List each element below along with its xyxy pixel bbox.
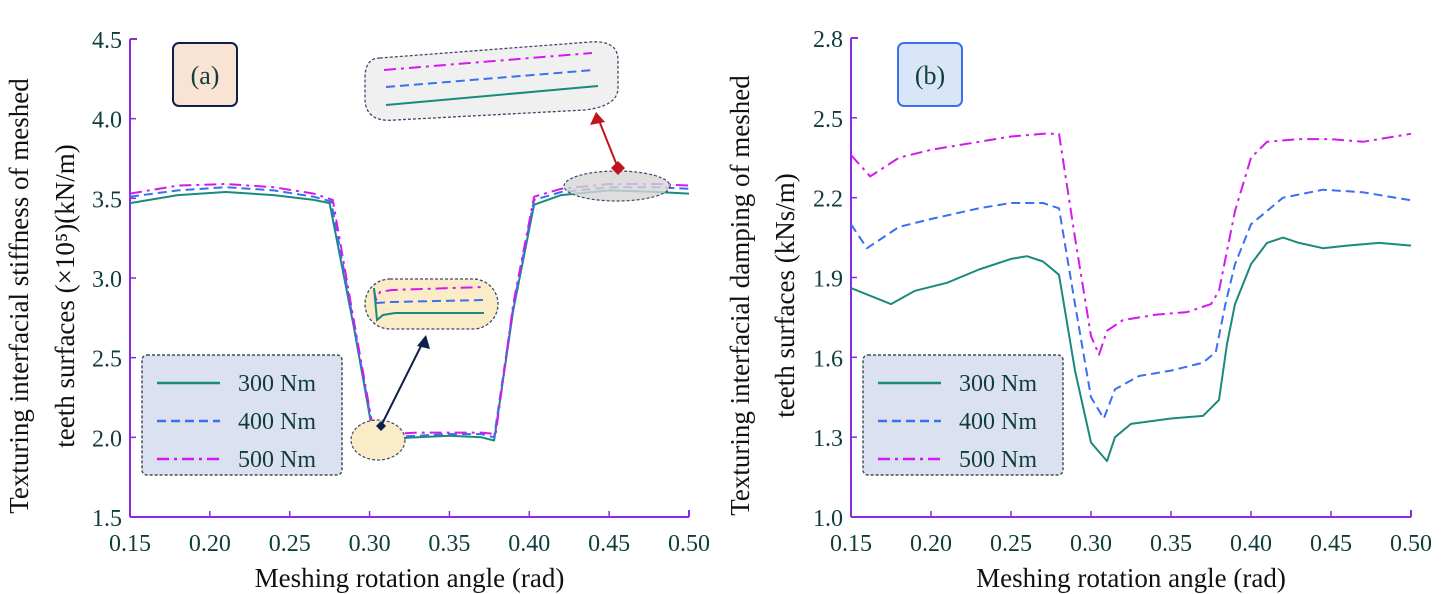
y-tick-label: 3.0 [92,267,122,293]
panel-a: 0.15 0.20 0.25 0.30 0.35 0.40 0.45 0.50 1.5 2.0 2.… [4,28,710,593]
inset-line-400 [385,69,595,88]
x-tick-label: 0.45 [588,531,630,557]
legend-label: 500 Nm [238,447,316,473]
legend-label: 400 Nm [238,409,316,435]
y-axis-title-line2: teeth surfaces (kNs/m) [770,173,800,417]
x-tick-label: 0.20 [189,531,231,557]
series-line-300-nm [850,236,1412,463]
inset-box-gray [364,41,619,121]
x-tick-label: 0.20 [910,531,952,557]
arrow-head-navy-icon [417,335,430,349]
y-axis-title-line1: Texturing interfacial damping of meshed [725,75,755,516]
inset-line-400 [375,299,485,304]
series-line-400-nm [850,188,1412,420]
legend: 300 Nm 400 Nm 500 Nm [141,354,343,476]
x-tick-label: 0.35 [428,531,470,557]
y-tick-label: 1.3 [813,426,843,452]
legend: 300 Nm 400 Nm 500 Nm [862,354,1064,476]
x-tick-label: 0.35 [1150,531,1192,557]
y-tick-label: 2.8 [813,27,843,53]
y-tick-label: 2.5 [813,107,843,133]
x-axis-title: Meshing rotation angle (rad) [976,563,1286,593]
x-tick-label: 0.15 [109,531,151,557]
inset-arrow-red [597,117,619,169]
series-line-500-nm [129,183,690,437]
inset-line-500 [383,52,593,71]
x-axis-title: Meshing rotation angle (rad) [255,563,565,593]
y-tick-label: 1.6 [813,346,843,372]
x-tick-label: 0.15 [830,531,872,557]
y-tick-label: 2.5 [92,347,122,373]
series-line-400-nm [129,186,690,440]
x-tick-label: 0.45 [1310,531,1352,557]
x-tick-label: 0.30 [349,531,391,557]
zoom-inset-lower [350,278,499,461]
inset-source-ellipse-gray [563,170,671,202]
inset-line-300 [373,287,484,322]
panel-label-text: (b) [915,61,945,90]
panel-label-text: (a) [191,61,220,90]
y-tick-label: 2.2 [813,187,843,213]
legend-box [862,354,1064,476]
y-tick-label: 1.0 [813,506,843,532]
panel-b: 0.15 0.20 0.25 0.30 0.35 0.40 0.45 0.50 1.0 1.3 1.… [725,27,1432,593]
inset-line-300 [385,85,599,106]
series-line-500-nm [850,132,1412,356]
legend-box [141,354,343,476]
panel-label-badge [172,42,238,107]
legend-label: 400 Nm [959,409,1037,435]
y-tick-label: 3.5 [92,187,122,213]
x-tick-label: 0.25 [269,531,311,557]
legend-label: 500 Nm [959,447,1037,473]
y-axis-title-line2: teeth surfaces (×10⁵)(kN/m) [50,144,80,448]
legend-label: 300 Nm [959,371,1037,397]
x-tick-label: 0.50 [668,531,710,557]
y-tick-label: 1.5 [92,506,122,532]
y-axis-title-line1: Texturing interfacial stiffness of meshe… [4,78,34,514]
panel-label-badge [897,42,963,107]
inset-source-ellipse-yellow [350,419,406,461]
y-tick-label: 4.0 [92,108,122,134]
x-tick-label: 0.30 [1070,531,1112,557]
x-tick-label: 0.40 [508,531,550,557]
x-tick-label: 0.40 [1230,531,1272,557]
y-tick-label: 1.9 [813,267,843,293]
legend-label: 300 Nm [238,371,316,397]
inset-arrow-navy [380,341,424,427]
zoom-inset-upper [364,41,671,202]
x-tick-label: 0.25 [990,531,1032,557]
arrow-tail-diamond-icon [611,161,625,175]
arrow-head-red-icon [590,112,605,125]
series-line-300-nm [129,189,690,444]
inset-box-yellow [364,278,499,330]
y-tick-label: 2.0 [92,426,122,452]
y-tick-label: 4.5 [92,28,122,54]
x-tick-label: 0.50 [1390,531,1432,557]
arrow-tail-diamond-icon [376,421,386,431]
